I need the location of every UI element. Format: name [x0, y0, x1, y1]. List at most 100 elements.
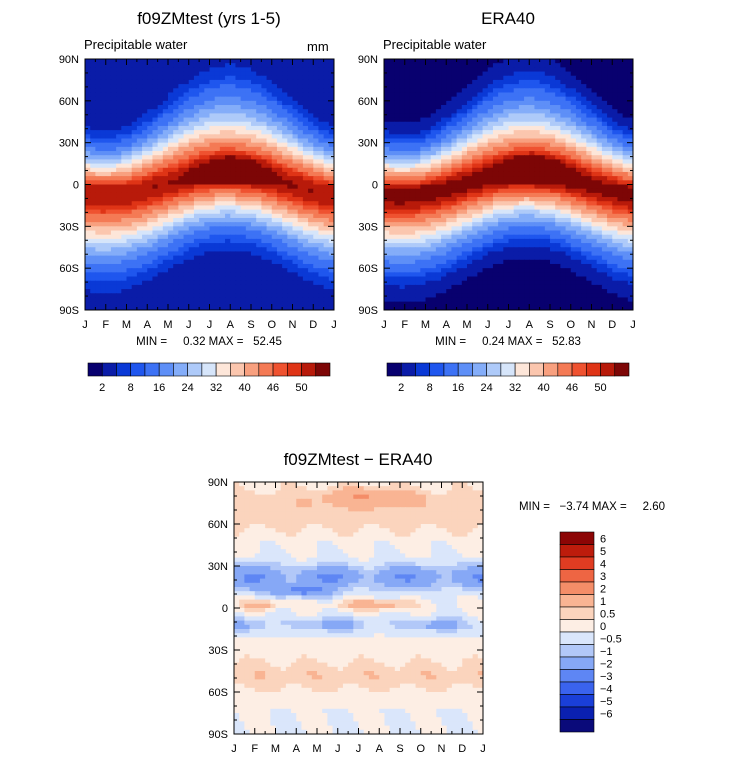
panel-model-field-cell [240, 63, 247, 68]
panel-model-field-cell [95, 301, 102, 307]
panel-model-field-cell [105, 142, 112, 148]
panel-obs-field-cell [425, 113, 432, 119]
panel-model-field-cell [209, 113, 216, 119]
panel-model-field-cell [173, 151, 179, 156]
panel-model-field-cell [235, 71, 242, 77]
panel-model-field-cell [147, 305, 154, 310]
panel-model-field-cell [276, 213, 283, 219]
panel-model-field-cell [85, 192, 91, 198]
panel-obs-field-cell [430, 88, 437, 94]
panel-model-field-cell [308, 263, 314, 269]
panel-model-field-cell [282, 125, 288, 131]
panel-model-field-cell [245, 192, 252, 198]
panel-model-field-cell [199, 105, 205, 110]
panel-model-field-cell [308, 96, 314, 102]
panel-model-field-cell [219, 184, 226, 190]
panel-model-field-cell [116, 63, 122, 68]
panel-model-field-cell [302, 284, 309, 290]
panel-obs-field-cell [415, 63, 421, 68]
panel-model-field-cell [302, 213, 309, 219]
panel-obs-field-cell [513, 79, 520, 85]
panel-model-field-cell [126, 63, 133, 68]
panel-model-field-cell [313, 121, 320, 127]
panel-obs-field-cell [581, 125, 587, 131]
panel-model-field-cell [209, 255, 216, 261]
panel-model-field-cell [323, 272, 330, 278]
panel-model-field-cell [168, 276, 174, 282]
panel-model-field-cell [219, 251, 226, 257]
panel-model-field-cell [292, 276, 299, 282]
panel-obs-field-cell [534, 109, 541, 114]
panel-model-field-cell [256, 197, 262, 202]
panel-model-field-cell [318, 167, 325, 173]
panel-obs-field-cell [482, 88, 489, 94]
panel-model-field-cell [110, 59, 117, 64]
panel-model-field-cell [261, 255, 268, 261]
panel-model-field-cell [121, 192, 128, 198]
panel-obs-field-cell [596, 71, 603, 77]
panel-obs-field-cell [461, 117, 468, 123]
panel-model-field-cell [183, 184, 190, 190]
panel-model-field-cell [302, 88, 309, 94]
panel-model-field-cell [105, 59, 112, 64]
panel-obs-field-cell [389, 125, 395, 131]
panel-obs-field-cell [420, 63, 427, 68]
panel-obs-field-cell [389, 159, 395, 165]
panel-model-field-cell [204, 100, 211, 106]
panel-model-field-cell [121, 180, 128, 186]
panel-obs-field-cell [461, 213, 468, 219]
panel-model-field-cell [142, 79, 148, 85]
panel-obs-field-cell [389, 79, 395, 85]
panel-obs-field-cell [441, 130, 447, 135]
panel-model-field-cell [318, 75, 325, 81]
panel-model-field-cell [168, 134, 174, 140]
panel-obs-field-cell [472, 205, 478, 211]
panel-model-field-cell [225, 247, 231, 253]
panel-obs-field-cell [425, 222, 432, 227]
panel-obs-field-cell [534, 171, 541, 177]
panel-obs-field-cell [467, 125, 473, 131]
panel-model-field-cell [256, 105, 262, 110]
panel-obs-field-cell [570, 226, 577, 232]
panel-obs-field-cell [544, 113, 551, 119]
panel-obs-field-cell [607, 63, 613, 68]
panel-obs-field-cell [627, 75, 633, 81]
panel-model-field-cell [126, 180, 133, 186]
panel-obs-field-cell [518, 75, 525, 81]
panel-model-field-cell [105, 155, 112, 160]
panel-model-field-cell [219, 75, 226, 81]
panel-obs-field-cell [425, 125, 432, 131]
panel-obs-field-cell [498, 75, 504, 81]
panel-model-field-cell [147, 67, 154, 73]
panel-model-field-cell [188, 117, 195, 123]
panel-model-field-cell [173, 293, 179, 299]
panel-model-field-cell [292, 117, 299, 123]
panel-model-field-cell [240, 109, 247, 114]
panel-obs-field-cell [570, 151, 577, 156]
panel-model-field-cell [225, 259, 231, 265]
panel-model-field-cell [178, 201, 185, 207]
panel-obs-field-cell [394, 201, 401, 207]
panel-model-field-cell [251, 205, 257, 211]
panel-obs-field-cell [575, 63, 582, 68]
panel-model-field-cell [173, 138, 179, 144]
panel-model-field-cell [183, 263, 190, 269]
panel-obs-field-cell [435, 75, 442, 81]
panel-obs-field-cell [394, 146, 401, 152]
panel-obs-field-cell [586, 205, 593, 211]
panel-model-field-cell [121, 125, 128, 131]
panel-model-field-cell [173, 251, 179, 257]
panel-model-field-cell [235, 188, 242, 194]
panel-model-field-cell [183, 188, 190, 194]
panel-model-field-cell [105, 105, 112, 110]
panel-obs-field-cell [456, 151, 463, 156]
panel-model-field-cell [266, 125, 273, 131]
panel-obs-field-cell [555, 180, 561, 186]
panel-model-field-cell [323, 176, 330, 181]
panel-obs-field-cell [534, 226, 541, 232]
panel-model-field-cell [173, 155, 179, 160]
panel-obs-field-cell [420, 113, 427, 119]
panel-obs-field-cell [472, 159, 478, 165]
panel-model-field-cell [147, 209, 154, 215]
panel-model-field-cell [85, 276, 91, 282]
